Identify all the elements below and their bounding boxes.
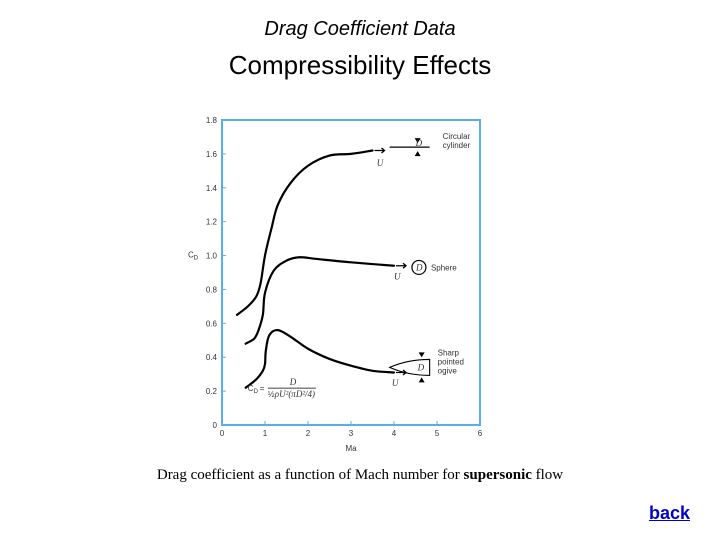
ogive-label: ogive xyxy=(438,366,458,375)
series-circular-cylinder-line xyxy=(235,149,374,316)
caption-bold-term: supersonic xyxy=(463,467,532,483)
formula-equals: = xyxy=(260,384,265,393)
sphere-label: Sphere xyxy=(431,263,457,272)
dimension-arrow-icon xyxy=(418,377,425,383)
plot-frame xyxy=(221,119,481,426)
series-sharp-pointed-ogive-line xyxy=(244,329,396,389)
flow-arrow xyxy=(374,147,386,154)
y-tick-label: 0.6 xyxy=(206,319,218,328)
x-tick-label: 5 xyxy=(435,429,440,438)
y-tick-label: 0.4 xyxy=(206,353,218,362)
velocity-label: U xyxy=(394,271,401,281)
y-tick-label: 0 xyxy=(213,421,218,430)
formula-denominator: ρU²(πD²/4) xyxy=(274,389,315,399)
ogive-label: Sharp xyxy=(438,348,460,357)
cylinder-label: cylinder xyxy=(443,141,471,150)
sphere-diameter-label: D xyxy=(415,262,423,272)
y-tick-label: 0.2 xyxy=(206,387,218,396)
ogive-label: pointed xyxy=(438,357,464,366)
series-layer xyxy=(235,147,408,389)
page-title: Compressibility Effects xyxy=(228,50,492,80)
formula-half: ½ xyxy=(268,390,275,399)
flow-arrow xyxy=(396,262,408,269)
caption-text-end: flow xyxy=(531,467,564,483)
y-tick-label: 0.8 xyxy=(206,285,218,294)
velocity-label: U xyxy=(392,378,399,388)
x-tick-label: 0 xyxy=(220,429,225,438)
x-tick-label: 3 xyxy=(349,429,354,438)
y-tick-label: 1.8 xyxy=(206,116,218,125)
x-axis-label: Ma xyxy=(345,444,357,453)
page-supertitle: Drag Coefficient Data xyxy=(264,18,456,40)
axes-layer: 0 1 2 3 4 5 6 0 0.2 0.4 0.6 0.8 1.0 1.2 1.4 1.6 1.8 Ma CD xyxy=(188,116,483,453)
sphere-icon xyxy=(411,259,427,276)
ogive-icon xyxy=(388,358,431,376)
back-link[interactable]: back xyxy=(648,503,690,523)
velocity-label: U xyxy=(377,158,384,168)
y-tick-label: 1.2 xyxy=(206,218,218,227)
x-tick-label: 6 xyxy=(478,429,483,438)
dimension-arrow-icon xyxy=(414,151,421,157)
cylinder-label: Circular xyxy=(443,132,471,141)
y-tick-label: 1.4 xyxy=(206,184,218,193)
y-tick-label: 1.0 xyxy=(206,252,218,261)
ogive-diameter-label: D xyxy=(417,362,425,372)
dimension-arrow-icon xyxy=(418,352,425,358)
x-tick-label: 2 xyxy=(306,429,311,438)
y-tick-label: 1.6 xyxy=(206,150,218,159)
caption-text-start: Drag coefficient as a function of Mach n… xyxy=(156,467,464,483)
cylinder-diameter-label: D xyxy=(415,138,423,148)
x-tick-label: 4 xyxy=(392,429,397,438)
series-sphere-line xyxy=(244,256,396,345)
formula-lhs: CD xyxy=(248,384,259,395)
formula-numerator: D xyxy=(289,377,297,387)
figure-caption: Drag coefficient as a function of Mach n… xyxy=(0,467,720,484)
x-tick-label: 1 xyxy=(263,429,268,438)
dimension-arrow-icon xyxy=(414,138,421,144)
y-axis-label: CD xyxy=(188,251,199,262)
